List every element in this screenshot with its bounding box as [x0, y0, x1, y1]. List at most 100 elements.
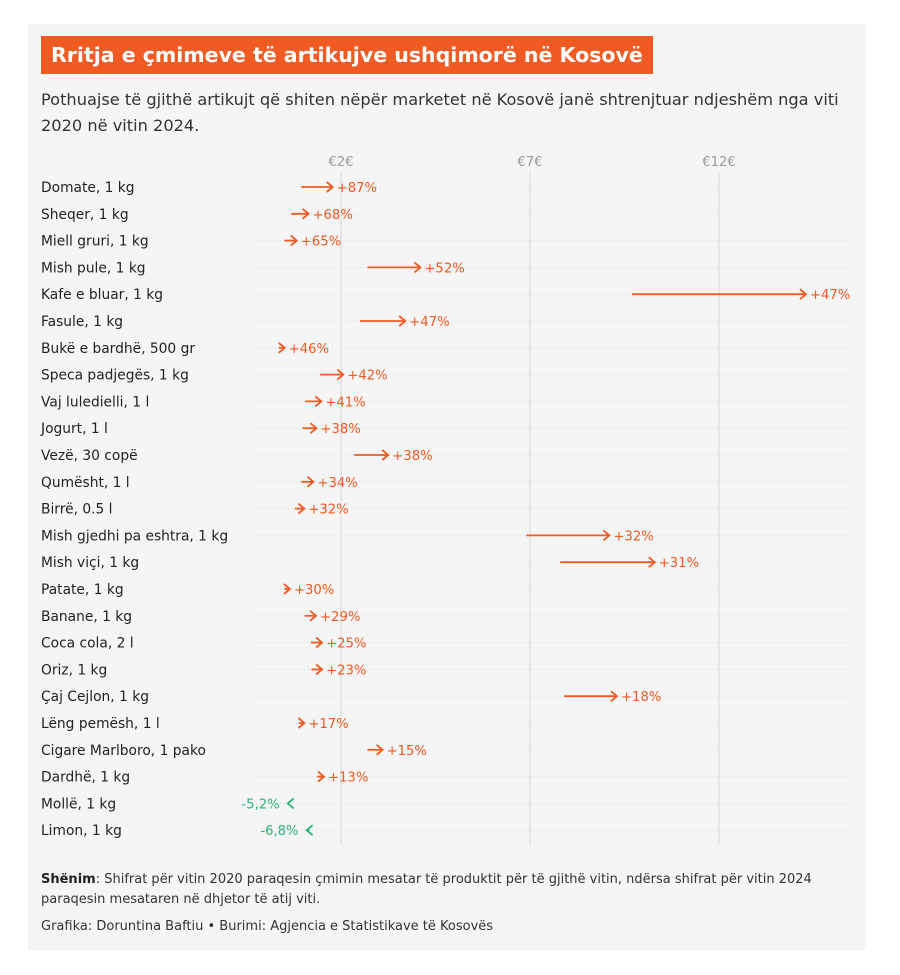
- category-label: Miell gruri, 1 kg: [41, 234, 149, 250]
- increase-arrow: [297, 717, 306, 729]
- arrow-head: [301, 208, 310, 220]
- change-label: +32%: [308, 503, 348, 518]
- increase-arrow: [302, 422, 318, 434]
- change-label: +17%: [308, 717, 348, 732]
- category-label: Bukë e bardhë, 500 gr: [41, 341, 195, 357]
- arrow-head: [326, 181, 335, 193]
- increase-arrow: [367, 261, 422, 274]
- increase-arrow: [310, 636, 324, 649]
- increase-arrow: [301, 181, 335, 193]
- arrow-head: [336, 368, 345, 381]
- increase-arrow: [304, 610, 318, 622]
- category-label: Kafe e bluar, 1 kg: [41, 287, 163, 303]
- category-label: Vezë, 30 copë: [41, 448, 138, 464]
- arrow-head: [278, 342, 287, 354]
- footnote-label: Shënim: [41, 872, 96, 887]
- category-label: Mish pule, 1 kg: [41, 260, 146, 276]
- decrease-arrow: [305, 824, 314, 836]
- category-label: Mish gjedhi pa eshtra, 1 kg: [41, 528, 228, 544]
- category-label: Oriz, 1 kg: [41, 662, 107, 678]
- category-label: Coca cola, 2 l: [41, 636, 134, 652]
- arrow-head: [305, 824, 314, 836]
- category-label: Cigare Marlboro, 1 pako: [41, 743, 206, 759]
- change-label: +29%: [320, 610, 360, 625]
- change-label: +47%: [810, 288, 850, 303]
- increase-arrow: [291, 208, 310, 220]
- arrow-head: [376, 744, 384, 756]
- arrow-head: [381, 449, 390, 461]
- change-label: +68%: [312, 208, 352, 223]
- change-label: +87%: [337, 181, 377, 196]
- change-label: +46%: [289, 342, 329, 357]
- credit-line: Grafika: Doruntina Baftiu • Burimi: Agje…: [41, 919, 494, 934]
- category-label: Sheqer, 1 kg: [41, 207, 129, 223]
- x-tick-label: €2€: [328, 155, 353, 170]
- arrow-head: [314, 395, 323, 408]
- category-label: Patate, 1 kg: [41, 582, 124, 598]
- chart-subtitle: Pothuajse të gjithë artikujt që shiten n…: [41, 90, 839, 135]
- change-label: +42%: [347, 369, 387, 384]
- arrow-head: [297, 717, 306, 729]
- chart-card: [28, 24, 866, 950]
- change-label: -6,8%: [260, 824, 298, 839]
- arrow-head: [309, 610, 318, 622]
- increase-arrow: [317, 770, 326, 783]
- change-label: +38%: [320, 422, 360, 437]
- category-label: Dardhë, 1 kg: [41, 770, 130, 786]
- change-label: +18%: [621, 690, 661, 705]
- change-label: +52%: [424, 261, 464, 276]
- arrow-head: [799, 288, 808, 300]
- arrow-head: [309, 422, 318, 434]
- arrow-head: [413, 261, 422, 274]
- category-label: Mish viçi, 1 kg: [41, 555, 139, 571]
- category-label: Banane, 1 kg: [41, 609, 132, 625]
- increase-arrow: [305, 395, 323, 408]
- increase-arrow: [564, 690, 619, 702]
- increase-arrow: [278, 342, 287, 354]
- change-label: +13%: [328, 771, 368, 786]
- increase-arrow: [367, 744, 384, 756]
- change-label: +38%: [392, 449, 432, 464]
- change-label: +47%: [409, 315, 449, 330]
- increase-arrow: [632, 288, 808, 300]
- increase-arrow: [283, 583, 292, 595]
- category-label: Qumësht, 1 l: [41, 475, 130, 491]
- increase-arrow: [284, 234, 299, 247]
- category-label: Çaj Cejlon, 1 kg: [41, 689, 149, 705]
- change-label: +34%: [317, 476, 357, 491]
- arrow-head: [610, 690, 619, 702]
- arrow-head: [297, 502, 306, 515]
- chart-title: Rritja e çmimeve të artikujve ushqimorë …: [41, 36, 653, 74]
- increase-arrow: [560, 556, 657, 568]
- increase-arrow: [311, 663, 324, 676]
- arrow-head: [648, 556, 657, 568]
- arrow-head: [317, 770, 326, 783]
- category-label: Birrë, 0.5 l: [41, 502, 113, 518]
- arrow-chart: €2€ €7€ €12€ Domate, 1 kg +87% Sheqer, 1 kg +6…: [40, 155, 852, 845]
- change-label: +25%: [326, 637, 366, 652]
- category-label: Jogurt, 1 l: [40, 421, 108, 437]
- change-label: +32%: [613, 529, 653, 544]
- footnote-text: : Shifrat për vitin 2020 paraqesin çmimi…: [41, 872, 812, 907]
- arrow-head: [398, 315, 407, 327]
- arrow-head: [286, 797, 295, 810]
- x-tick-label: €12€: [702, 155, 736, 170]
- arrow-head: [290, 234, 299, 247]
- arrow-head: [602, 529, 611, 542]
- footnote: Shënim: Shifrat për vitin 2020 paraqesin…: [41, 870, 861, 910]
- increase-arrow: [526, 529, 611, 542]
- change-label: +30%: [294, 583, 334, 598]
- category-label: Mollë, 1 kg: [41, 796, 116, 812]
- change-label: +31%: [659, 556, 699, 571]
- category-label: Domate, 1 kg: [41, 180, 135, 196]
- arrow-head: [306, 476, 315, 488]
- decrease-arrow: [286, 797, 295, 810]
- change-label: +65%: [301, 235, 341, 250]
- change-label: +41%: [325, 395, 365, 410]
- category-label: Speca padjegës, 1 kg: [41, 368, 189, 384]
- change-label: +23%: [326, 663, 366, 678]
- increase-arrow: [294, 502, 306, 515]
- x-tick-label: €7€: [517, 155, 542, 170]
- arrow-head: [283, 583, 292, 595]
- increase-arrow: [354, 449, 390, 461]
